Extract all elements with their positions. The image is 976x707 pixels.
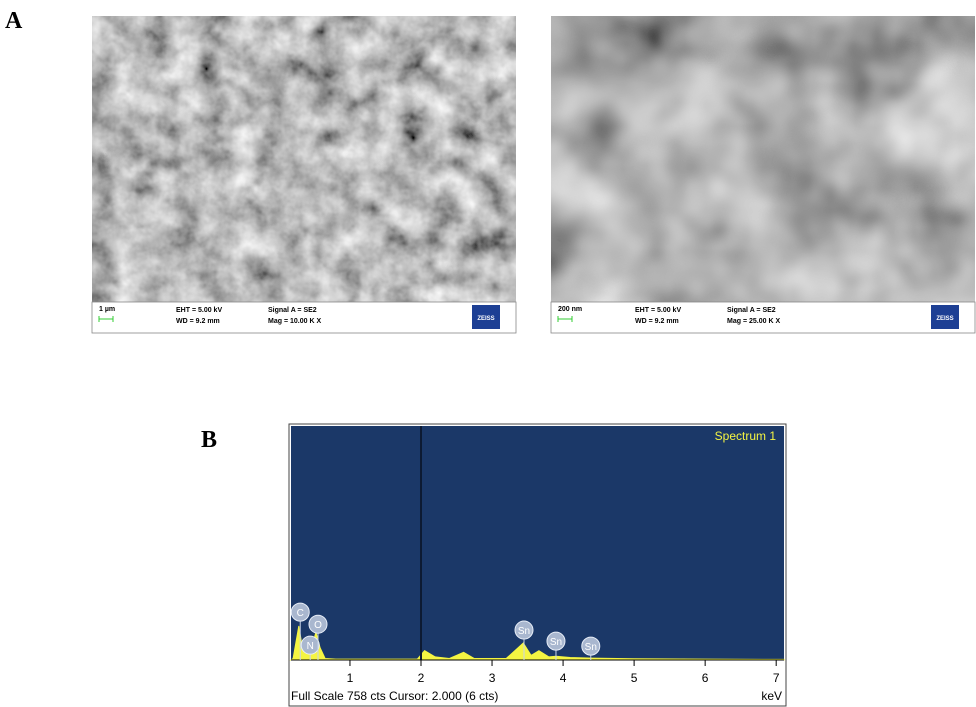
wd: WD = 9.2 mm [635,318,679,325]
x-tick-label: 3 [489,671,496,685]
brand-logo [472,305,500,329]
scale-bar [557,316,573,322]
annotation-marker [290,602,310,622]
scale-label: 1 µm [99,306,115,313]
info-bar [550,301,976,334]
sem-image [551,16,975,302]
brand: ZEISS [936,316,953,322]
wd: WD = 9.2 mm [176,318,220,325]
panel-label: A [5,8,23,34]
brand: ZEISS [477,316,494,322]
mag: Mag = 25.00 K X [727,318,780,325]
annotation-label: O [314,620,322,631]
annotation-marker [546,631,566,651]
annotation-label: Sn [550,637,562,648]
annotation-label: N [307,641,314,652]
x-tick-label: 5 [631,671,638,685]
scale-label: 200 nm [558,306,582,313]
x-axis-label: keV [761,689,782,703]
annotation-marker [300,635,320,655]
x-tick-label: 1 [347,671,354,685]
scale-bar [98,316,114,322]
annotation-label: Sn [585,642,597,653]
info-bar [91,301,517,334]
eht: EHT = 5.00 kV [176,307,222,314]
annotation-marker [308,614,328,634]
panel-label: B [201,427,217,453]
x-tick-label: 2 [418,671,425,685]
annotation-marker [514,620,534,640]
eht: EHT = 5.00 kV [635,307,681,314]
mag: Mag = 10.00 K X [268,318,321,325]
footer: Full Scale 758 cts Cursor: 2.000 (6 cts) [291,689,498,703]
x-tick-label: 4 [560,671,567,685]
sem-image [92,16,516,302]
signal: Signal A = SE2 [268,307,317,314]
x-tick-label: 7 [773,671,780,685]
annotation-label: Sn [518,626,530,637]
annotation-label: C [297,608,304,619]
chart-title: Spectrum 1 [715,429,777,443]
brand-logo [931,305,959,329]
signal: Signal A = SE2 [727,307,776,314]
x-tick-label: 6 [702,671,709,685]
annotation-marker [581,636,601,656]
plot-area [291,426,784,660]
